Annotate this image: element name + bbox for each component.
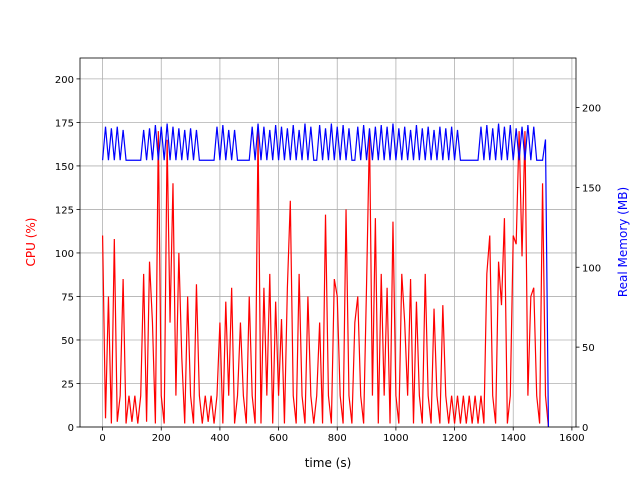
y2-tick-label: 100 bbox=[582, 263, 601, 274]
x-tick-label: 200 bbox=[152, 433, 171, 444]
y-tick-label: 175 bbox=[55, 118, 74, 129]
data-line bbox=[101, 123, 550, 428]
y-tick-label: 200 bbox=[55, 75, 74, 86]
x-tick-label: 0 bbox=[99, 433, 105, 444]
y2-axis-label: Real Memory (MB) bbox=[616, 187, 630, 297]
y-tick-label: 150 bbox=[55, 162, 74, 173]
x-tick-label: 400 bbox=[210, 433, 229, 444]
x-tick-label: 1000 bbox=[383, 433, 408, 444]
y-tick-label: 75 bbox=[61, 292, 74, 303]
x-tick-label: 800 bbox=[328, 433, 347, 444]
y2-tick-label: 150 bbox=[582, 183, 601, 194]
y-tick-label: 100 bbox=[55, 249, 74, 260]
y2-tick-label: 200 bbox=[582, 104, 601, 115]
x-tick-label: 1400 bbox=[501, 433, 526, 444]
x-tick-label: 1200 bbox=[442, 433, 467, 444]
y-axis-label: CPU (%) bbox=[24, 218, 38, 267]
y2-tick-label: 0 bbox=[582, 423, 588, 434]
y-tick-label: 25 bbox=[61, 379, 74, 390]
data-line bbox=[101, 131, 550, 428]
x-tick-label: 1600 bbox=[559, 433, 584, 444]
plot-frame bbox=[79, 57, 577, 428]
x-tick-label: 600 bbox=[269, 433, 288, 444]
x-axis-label: time (s) bbox=[305, 456, 352, 470]
y-tick-label: 50 bbox=[61, 336, 74, 347]
y2-tick-label: 50 bbox=[582, 343, 595, 354]
y-tick-label: 0 bbox=[68, 423, 74, 434]
y-tick-label: 125 bbox=[55, 205, 74, 216]
